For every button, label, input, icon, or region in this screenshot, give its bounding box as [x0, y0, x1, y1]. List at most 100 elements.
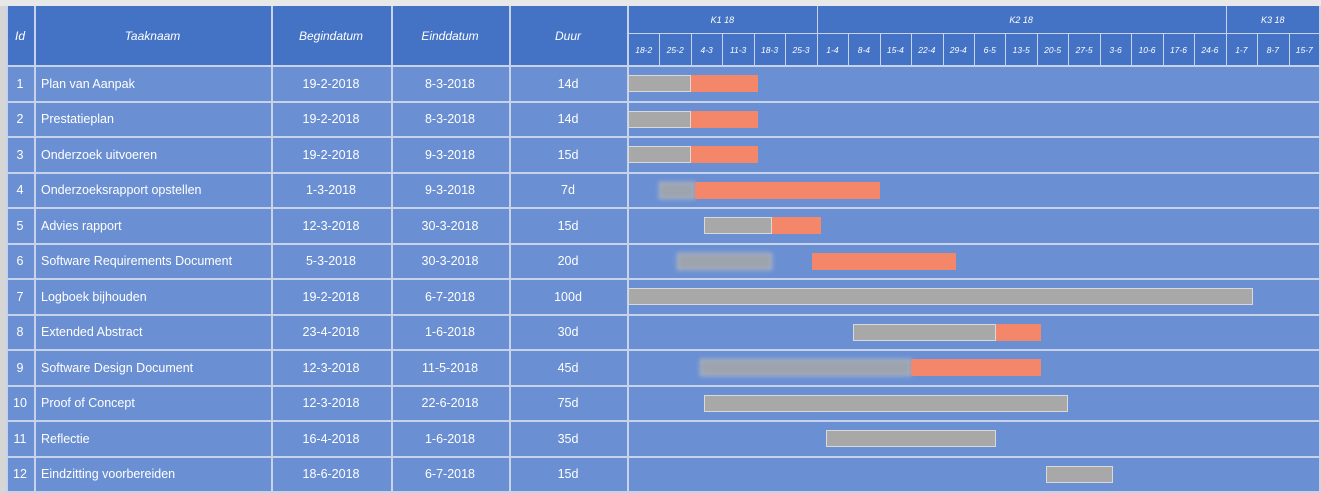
quarter-boundary: [1225, 6, 1227, 34]
task-name-cell: Proof of Concept: [34, 385, 271, 421]
progress-bar: [690, 146, 759, 164]
task-name-cell: Prestatieplan: [34, 101, 271, 137]
task-name-cell: Plan van Aanpak: [34, 66, 271, 102]
column-divider: [509, 6, 511, 492]
quarter-header: K3 18: [1225, 6, 1320, 34]
task-duration-cell: 20d: [509, 243, 627, 279]
week-divider: [1131, 34, 1133, 66]
progress-bar: [996, 323, 1042, 341]
progress-bar: [911, 359, 1042, 377]
week-header: 27-5: [1068, 34, 1100, 66]
progress-bar: [695, 181, 880, 199]
column-divider: [34, 6, 36, 492]
task-end-cell: 1-6-2018: [391, 314, 509, 350]
week-divider: [1194, 34, 1196, 66]
task-start-cell: 5-3-2018: [271, 243, 391, 279]
task-duration-cell: 15d: [509, 137, 627, 173]
week-divider: [974, 34, 975, 66]
week-divider: [1068, 34, 1070, 66]
week-header: 18-3: [753, 34, 786, 66]
task-start-cell: 19-2-2018: [271, 137, 391, 173]
week-header: 4-3: [690, 34, 723, 66]
task-end-cell: 8-3-2018: [391, 101, 509, 137]
row-divider: [6, 171, 1320, 174]
task-end-cell: 22-6-2018: [391, 385, 509, 421]
header-start: Begindatum: [271, 6, 391, 66]
task-id-cell: 8: [6, 314, 34, 350]
planned-bar: [628, 146, 691, 164]
row-divider: [6, 65, 1320, 67]
week-divider: [911, 34, 913, 66]
task-start-cell: 18-6-2018: [271, 456, 391, 492]
planned-bar: [852, 323, 997, 341]
task-id-cell: 12: [6, 456, 34, 492]
week-header: 8-4: [848, 34, 880, 66]
week-header: 25-3: [785, 34, 817, 66]
planned-bar: [1045, 465, 1114, 483]
week-header: 6-5: [974, 34, 1006, 66]
task-end-cell: 30-3-2018: [391, 243, 509, 279]
week-divider: [785, 34, 787, 66]
task-name-cell: Extended Abstract: [34, 314, 271, 350]
task-name-cell: Onderzoek uitvoeren: [34, 137, 271, 173]
timeline-row: [628, 456, 1320, 492]
week-header: 8-7: [1257, 34, 1289, 66]
quarter-divider: [628, 33, 1320, 34]
week-header: 18-2: [628, 34, 660, 66]
planned-bar: [628, 288, 1253, 306]
week-header: 25-2: [659, 34, 691, 66]
task-name-cell: Logboek bijhouden: [34, 279, 271, 315]
planned-bar: [628, 75, 691, 93]
planned-bar: [825, 430, 997, 448]
row-divider: [6, 136, 1320, 138]
task-id-cell: 1: [6, 66, 34, 102]
planned-bar: [704, 217, 772, 235]
task-duration-cell: 14d: [509, 66, 627, 102]
task-duration-cell: 45d: [509, 350, 627, 386]
week-divider: [659, 34, 661, 66]
week-divider: [816, 34, 818, 66]
task-name-cell: Advies rapport: [34, 208, 271, 244]
task-id-cell: 6: [6, 243, 34, 279]
header-duration: Duur: [509, 6, 627, 66]
progress-bar: [690, 110, 759, 128]
week-header: 1-4: [816, 34, 849, 66]
week-header: 24-6: [1194, 34, 1226, 66]
task-start-cell: 19-2-2018: [271, 101, 391, 137]
row-divider: [6, 207, 1320, 209]
week-divider: [1162, 34, 1164, 66]
planned-bar: [659, 181, 696, 199]
planned-bar: [699, 359, 912, 377]
row-divider: [6, 278, 1320, 280]
week-divider: [1099, 34, 1101, 66]
task-end-cell: 11-5-2018: [391, 350, 509, 386]
task-start-cell: 12-3-2018: [271, 208, 391, 244]
task-duration-cell: 15d: [509, 208, 627, 244]
column-divider: [271, 6, 273, 492]
week-divider: [1005, 34, 1007, 66]
task-name-cell: Onderzoeksrapport opstellen: [34, 172, 271, 208]
task-end-cell: 30-3-2018: [391, 208, 509, 244]
task-name-cell: Software Requirements Document: [34, 243, 271, 279]
task-end-cell: 9-3-2018: [391, 172, 509, 208]
quarter-header: K1 18: [628, 6, 817, 34]
quarter-header: K2 18: [816, 6, 1226, 34]
week-divider: [1036, 34, 1038, 66]
task-end-cell: 1-6-2018: [391, 421, 509, 457]
task-start-cell: 12-3-2018: [271, 350, 391, 386]
task-id-cell: 4: [6, 172, 34, 208]
task-start-cell: 16-4-2018: [271, 421, 391, 457]
progress-bar: [771, 217, 822, 235]
task-duration-cell: 7d: [509, 172, 627, 208]
task-id-cell: 5: [6, 208, 34, 244]
progress-bar: [812, 252, 956, 270]
week-divider: [1225, 34, 1227, 66]
week-divider: [879, 34, 881, 66]
row-divider: [6, 384, 1320, 387]
week-divider: [942, 34, 944, 66]
header-id: Id: [6, 6, 34, 66]
task-duration-cell: 30d: [509, 314, 627, 350]
task-start-cell: 23-4-2018: [271, 314, 391, 350]
row-divider: [6, 100, 1320, 103]
task-end-cell: 8-3-2018: [391, 66, 509, 102]
